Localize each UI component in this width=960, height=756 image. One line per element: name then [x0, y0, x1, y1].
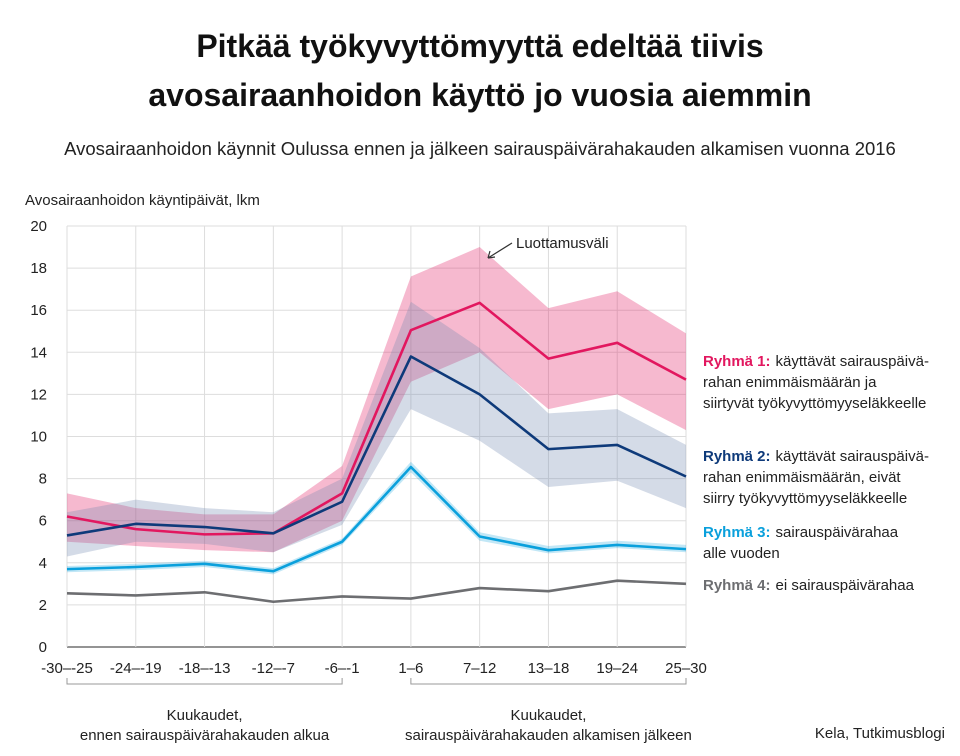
legend-description: siirtyvät työkyvyttömyyseläkkeelle — [703, 395, 926, 412]
legend-description: sairauspäivärahaa — [776, 524, 899, 541]
y-tick-label: 16 — [30, 302, 47, 319]
series-line — [66, 355, 687, 537]
annotation: Luottamusväli — [516, 235, 609, 252]
legend-name: Ryhmä 4: — [703, 577, 771, 594]
legend-description: ei sairauspäivärahaa — [776, 577, 915, 594]
group-label: Kuukaudet, — [510, 707, 586, 724]
legend-text: Ryhmä 4: ei sairauspäivärahaa — [703, 577, 915, 594]
y-tick-label: 10 — [30, 429, 47, 446]
y-tick-label: 12 — [30, 386, 47, 403]
group-bracket — [410, 678, 687, 685]
x-tick-label: 19–24 — [596, 660, 638, 677]
confidence-band — [67, 247, 686, 553]
x-tick-label: 1–6 — [398, 660, 423, 677]
series-line — [66, 465, 687, 573]
legend-text: Ryhmä 2: käyttävät sairauspäivä- — [703, 448, 929, 465]
legend-name: Ryhmä 1: — [703, 353, 771, 370]
legend-description: käyttävät sairauspäivä- — [776, 448, 929, 465]
y-tick-label: 4 — [39, 555, 47, 572]
y-tick-label: 18 — [30, 260, 47, 277]
y-tick-label: 0 — [39, 639, 47, 656]
chart-title: Pitkää työkyvyttömyyttä edeltää tiivis — [196, 28, 763, 64]
legend-description: siirry työkyvyttömyyseläkkeelle — [703, 490, 907, 507]
x-tick-label: 25–30 — [665, 660, 707, 677]
legend-description: rahan enimmäismäärän ja — [703, 374, 877, 391]
legend-description: käyttävät sairauspäivä- — [776, 353, 929, 370]
y-axis-label: Avosairaanhoidon käyntipäivät, lkm — [25, 192, 260, 209]
group-bracket — [66, 678, 343, 685]
legend-text: siirtyvät työkyvyttömyyseläkkeelle — [703, 395, 926, 412]
x-tick-label: -24–-19 — [110, 660, 162, 677]
y-tick-label: 8 — [39, 471, 47, 488]
legend-description: rahan enimmäismäärän, eivät — [703, 469, 901, 486]
group-label: sairauspäivärahakauden alkamisen jälkeen — [405, 727, 692, 744]
chart-title: avosairaanhoidon käyttö jo vuosia aiemmi… — [148, 77, 811, 113]
legend-text: Ryhmä 1: käyttävät sairauspäivä- — [703, 353, 929, 370]
x-tick-label: -18–-13 — [179, 660, 231, 677]
series-line — [66, 579, 687, 604]
y-tick-label: 6 — [39, 513, 47, 530]
legend-name: Ryhmä 3: — [703, 524, 771, 541]
legend-text: rahan enimmäismäärän ja — [703, 374, 877, 391]
y-tick-label: 2 — [39, 597, 47, 614]
legend-text: rahan enimmäismäärän, eivät — [703, 469, 901, 486]
y-tick-label: 14 — [30, 344, 47, 361]
legend-name: Ryhmä 2: — [703, 448, 771, 465]
group-label: Kuukaudet, — [167, 707, 243, 724]
y-tick-label: 20 — [30, 218, 47, 235]
x-tick-label: -30–-25 — [41, 660, 93, 677]
x-tick-label: 7–12 — [463, 660, 496, 677]
group-label: ennen sairauspäivärahakauden alkua — [80, 727, 330, 744]
source: Kela, Tutkimusblogi — [815, 725, 945, 742]
series-line — [66, 301, 687, 536]
x-tick-label: 13–18 — [528, 660, 570, 677]
legend-text: alle vuoden — [703, 545, 780, 562]
x-tick-label: -6–-1 — [325, 660, 360, 677]
legend-description: alle vuoden — [703, 545, 780, 562]
x-tick-label: -12–-7 — [252, 660, 295, 677]
chart-subtitle: Avosairaanhoidon käynnit Oulussa ennen j… — [64, 138, 896, 159]
legend-text: siirry työkyvyttömyyseläkkeelle — [703, 490, 907, 507]
legend-text: Ryhmä 3: sairauspäivärahaa — [703, 524, 899, 541]
annotation-arrow — [487, 242, 513, 259]
